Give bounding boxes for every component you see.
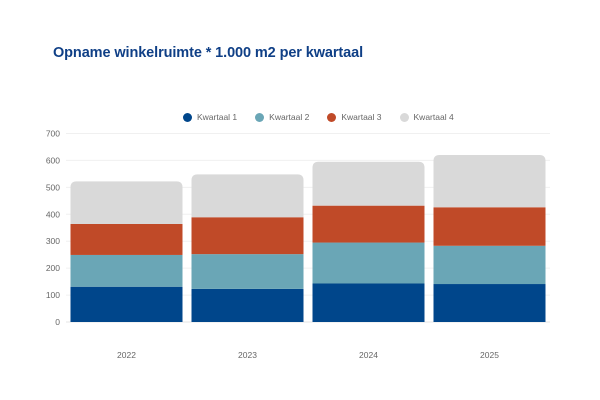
legend-item-q1: Kwartaal 1 (183, 112, 237, 122)
legend-label-q2: Kwartaal 2 (269, 112, 310, 122)
x-tick-label: 2025 (480, 350, 499, 360)
x-axis: 2022 2023 2024 2025 (117, 350, 499, 360)
y-tick-label: 600 (46, 155, 60, 165)
bar-segment-2024-q4 (312, 161, 425, 206)
y-tick-label: 500 (46, 182, 60, 192)
y-tick-label: 200 (46, 263, 60, 273)
y-axis: 0 100 200 300 400 500 600 700 (46, 129, 60, 328)
legend-swatch-q4 (399, 112, 409, 122)
legend-item-q4: Kwartaal 4 (399, 112, 454, 122)
legend-item-q3: Kwartaal 3 (327, 112, 382, 122)
legend-label-q4: Kwartaal 4 (413, 112, 454, 122)
y-tick-label: 300 (46, 236, 60, 246)
bar-segment-2025-q4 (433, 155, 546, 208)
legend-swatch-q3 (327, 112, 337, 122)
x-tick-label: 2022 (117, 350, 136, 360)
bar-segment-2022-q4 (70, 181, 183, 224)
legend: Kwartaal 1 Kwartaal 2 Kwartaal 3 Kwartaa… (183, 112, 472, 122)
legend-item-q2: Kwartaal 2 (255, 112, 309, 122)
y-tick-label: 700 (46, 129, 60, 139)
bar-segment-2023-q3 (191, 217, 304, 255)
bar-segment-2024-q2 (312, 242, 425, 284)
legend-swatch-q1 (183, 112, 192, 122)
bar-segment-2023-q1 (191, 288, 304, 322)
legend-swatch-q2 (255, 112, 265, 122)
chart-title: Opname winkelruimte * 1.000 m2 per kwart… (53, 45, 364, 61)
bar-segment-2025-q1 (433, 284, 546, 322)
bar-segment-2022-q1 (70, 286, 183, 322)
x-tick-label: 2023 (238, 350, 257, 360)
y-tick-label: 0 (55, 317, 60, 327)
bars (70, 155, 546, 322)
y-tick-label: 100 (46, 290, 60, 300)
legend-label-q1: Kwartaal 1 (197, 112, 238, 122)
bar-segment-2022-q3 (70, 223, 183, 255)
bar-segment-2025-q3 (433, 207, 546, 246)
bar-segment-2024-q3 (312, 205, 425, 243)
bar-segment-2024-q1 (312, 283, 425, 322)
bar-segment-2023-q2 (191, 254, 304, 289)
bar-segment-2023-q4 (191, 174, 304, 218)
y-tick-label: 400 (46, 209, 60, 219)
legend-label-q3: Kwartaal 3 (341, 112, 382, 122)
bar-segment-2022-q2 (70, 254, 183, 287)
x-tick-label: 2024 (359, 350, 378, 360)
bar-segment-2025-q2 (433, 245, 546, 285)
